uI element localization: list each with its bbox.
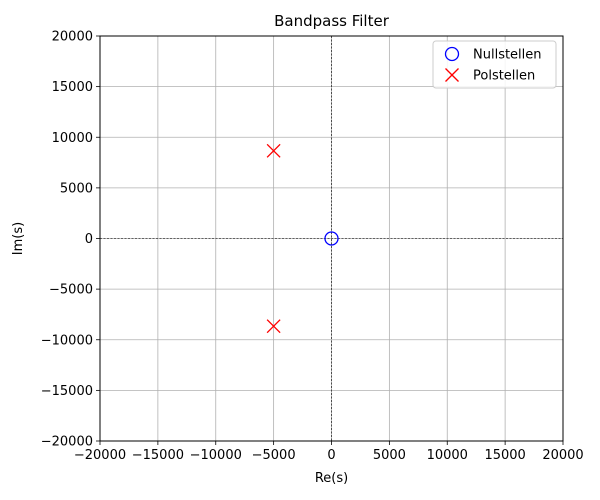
x-stroke: [445, 68, 459, 82]
axis-ticks: −20000 −15000 −10000 −5000 0 5000 10000 15000 20…: [41, 30, 584, 464]
y-tick-label: −10000: [41, 333, 93, 348]
y-tick-label: −5000: [49, 283, 93, 298]
x-tick-label: 5000: [373, 448, 406, 463]
x-tick-label: −15000: [132, 448, 184, 463]
y-tick-label: 15000: [52, 80, 93, 95]
x-tick-label: −20000: [74, 448, 126, 463]
chart-title: Bandpass Filter: [274, 12, 390, 30]
y-tick-label: 10000: [52, 131, 93, 146]
legend-zero-marker: [444, 46, 460, 62]
x-stroke: [266, 143, 281, 158]
legend-frame: [432, 40, 557, 89]
x-tick-label: 10000: [427, 448, 468, 463]
x-tick-label: −10000: [190, 448, 242, 463]
x-tick-label: 0: [327, 448, 335, 463]
zero-lines: [100, 36, 563, 441]
y-tick-label: 5000: [60, 181, 93, 196]
pole-marker: [266, 143, 281, 158]
x-stroke: [266, 319, 281, 334]
y-axis-label: Im(s): [11, 222, 26, 255]
legend-label: Polstellen: [473, 69, 535, 84]
zero-marker: [324, 231, 339, 246]
y-tick-label: 0: [85, 232, 93, 247]
y-tick-label: −20000: [41, 435, 93, 450]
x-tick-label: 20000: [542, 448, 583, 463]
legend-pole-marker: [445, 68, 459, 82]
pole-marker: [266, 319, 281, 334]
y-tick-label: 20000: [52, 30, 93, 45]
y-tick-label: −15000: [41, 384, 93, 399]
data-marks: [266, 143, 339, 334]
x-tick-label: −5000: [252, 448, 296, 463]
legend: Nullstellen Polstellen: [432, 40, 557, 89]
legend-label: Nullstellen: [473, 48, 542, 63]
x-tick-label: 15000: [484, 448, 525, 463]
x-axis-label: Re(s): [315, 471, 348, 486]
